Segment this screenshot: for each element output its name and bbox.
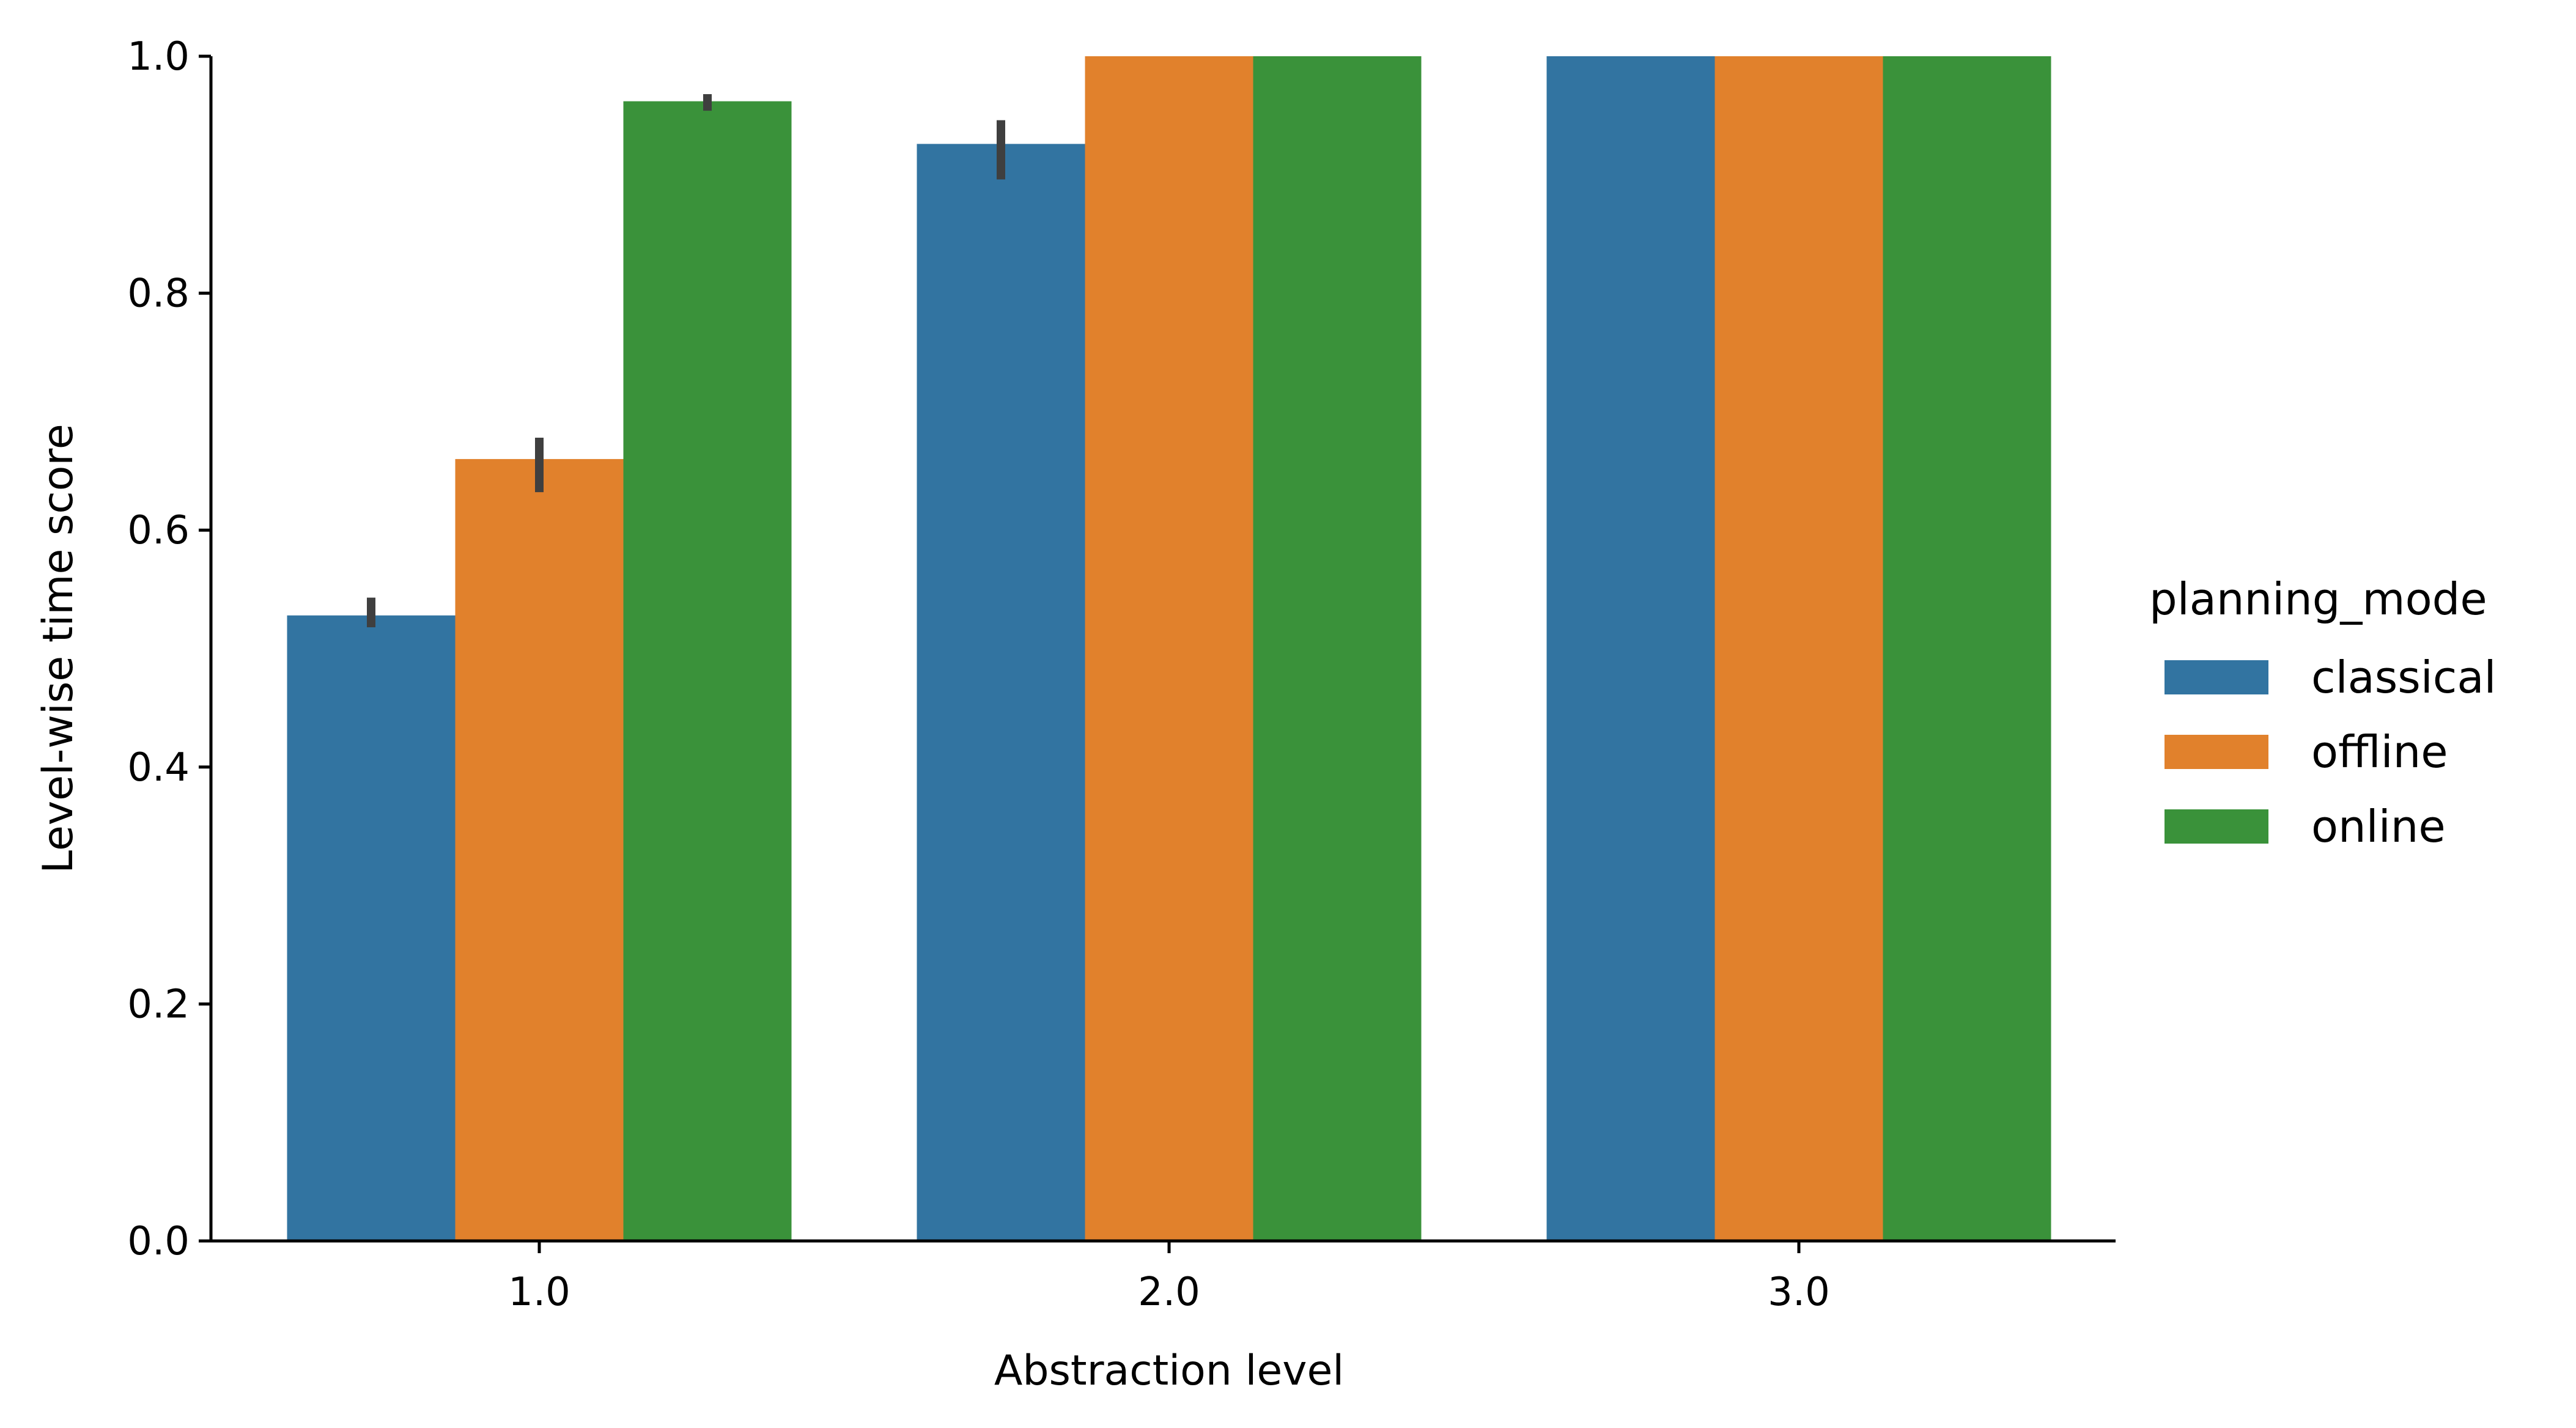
x-tick-label: 3.0 <box>1768 1270 1830 1315</box>
x-ticks: 1.0 2.0 3.0 <box>508 1241 1830 1315</box>
legend-swatch-online <box>2165 809 2268 844</box>
y-axis-label: Level-wise time score <box>34 424 83 873</box>
y-tick-label: 1.0 <box>127 34 190 79</box>
bar-offline-1.0 <box>455 458 624 1242</box>
legend-title: planning_mode <box>2149 573 2487 625</box>
x-tick-label: 2.0 <box>1138 1270 1200 1315</box>
y-tick-label: 0.4 <box>127 745 190 790</box>
y-tick-label: 0.0 <box>127 1219 190 1264</box>
bar-online-1.0 <box>623 101 792 1241</box>
bar-classical-2.0 <box>917 144 1085 1242</box>
bar-offline-3.0 <box>1714 56 1883 1241</box>
legend-label-online: online <box>2311 801 2446 852</box>
x-axis-label: Abstraction level <box>994 1347 1344 1395</box>
legend: planning_mode classical offline online <box>2149 573 2496 852</box>
bar-offline-2.0 <box>1085 56 1253 1241</box>
y-tick-label: 0.6 <box>127 508 190 553</box>
x-tick-label: 1.0 <box>508 1270 570 1315</box>
legend-swatch-classical <box>2165 660 2268 694</box>
bar-classical-1.0 <box>287 615 456 1241</box>
bar-online-3.0 <box>1883 56 2051 1241</box>
bar-online-2.0 <box>1253 56 1422 1241</box>
legend-label-offline: offline <box>2311 726 2448 778</box>
y-ticks: 0.0 0.2 0.4 0.6 0.8 1.0 <box>127 34 211 1264</box>
error-bars-layer <box>367 94 1005 628</box>
bar-classical-3.0 <box>1546 56 1715 1241</box>
y-tick-label: 0.8 <box>127 271 190 317</box>
y-tick-label: 0.2 <box>127 982 190 1027</box>
legend-swatch-offline <box>2165 735 2268 769</box>
bars-layer <box>287 56 2051 1242</box>
legend-label-classical: classical <box>2311 652 2496 703</box>
